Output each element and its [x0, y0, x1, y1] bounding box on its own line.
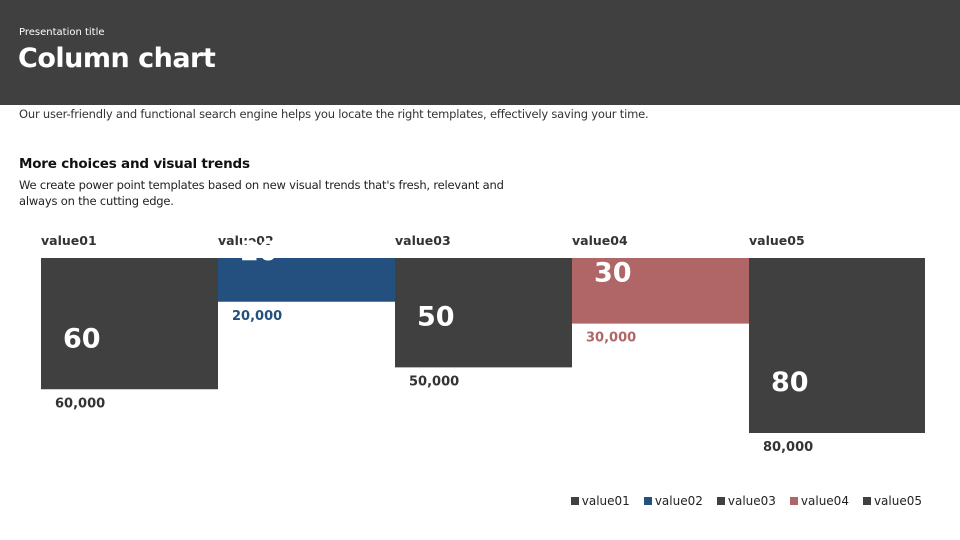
- bar: [572, 258, 749, 324]
- bar-secondary-label: 20,000: [232, 309, 282, 324]
- category-label: value03: [395, 233, 451, 248]
- bar-value-label: 60: [63, 323, 101, 354]
- legend-swatch: [862, 497, 871, 505]
- bar: [749, 258, 925, 433]
- section-heading: More choices and visual trends: [19, 156, 250, 172]
- header-bar: Presentation title Column chart: [0, 0, 960, 105]
- legend-item: value02: [643, 494, 703, 508]
- category-label: value05: [749, 233, 805, 248]
- legend-label: value02: [654, 494, 703, 508]
- legend-swatch: [789, 497, 798, 505]
- category-label: value04: [572, 233, 628, 248]
- legend-item: value04: [789, 494, 849, 508]
- chart-legend: value01 value02 value03 value04 value05: [570, 494, 922, 508]
- legend-swatch: [570, 497, 579, 505]
- bar-value-label: 80: [771, 367, 809, 398]
- bar-secondary-label: 30,000: [586, 331, 636, 346]
- intro-text: Our user-friendly and functional search …: [19, 107, 649, 121]
- legend-swatch: [643, 497, 652, 505]
- bar: [218, 258, 395, 302]
- category-label: value01: [41, 233, 97, 248]
- section-body: We create power point templates based on…: [19, 178, 504, 208]
- page-title: Column chart: [18, 43, 216, 74]
- bar-value-label: 30: [594, 258, 632, 289]
- bar-value-label: 20: [240, 236, 278, 267]
- bar: [395, 258, 572, 368]
- legend-label: value04: [800, 494, 849, 508]
- legend-label: value03: [727, 494, 776, 508]
- presentation-title: Presentation title: [19, 27, 105, 38]
- legend-label: value05: [873, 494, 922, 508]
- legend-item: value03: [716, 494, 776, 508]
- legend-swatch: [716, 497, 725, 505]
- bar-secondary-label: 80,000: [763, 440, 813, 455]
- legend-item: value01: [570, 494, 630, 508]
- category-label: value02: [218, 233, 274, 248]
- bar-secondary-label: 60,000: [55, 396, 105, 411]
- bar-value-label: 50: [417, 301, 455, 332]
- bar-secondary-label: 50,000: [409, 374, 459, 389]
- bar: [41, 258, 218, 390]
- legend-label: value01: [581, 494, 630, 508]
- legend-item: value05: [862, 494, 922, 508]
